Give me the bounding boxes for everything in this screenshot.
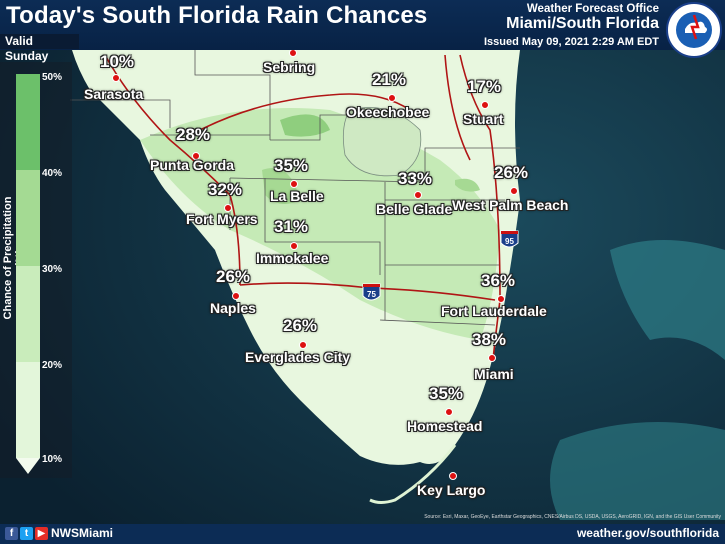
florida-keys [369,444,457,504]
city-marker [290,180,298,188]
city-name: Sebring [263,59,316,75]
page-title: Today's South Florida Rain Chances [6,2,428,29]
city-marker [497,295,505,303]
rain-zone-40 [280,114,330,137]
city-marker [414,191,422,199]
city-name: West Palm Beach [452,197,569,213]
highways [104,54,501,361]
city-marker [289,49,297,57]
legend-band-40 [16,170,40,266]
rain-chance: 17% [467,77,502,96]
rain-chance: 26% [216,267,251,286]
city-name: Everglades City [245,349,351,365]
rain-chance: 26% [283,316,318,335]
legend-tick-40: 40% [42,168,63,179]
website-link[interactable]: weather.gov/southflorida [576,526,719,540]
twitter-icon[interactable]: t [20,527,33,540]
rain-chance: 21% [372,70,407,89]
youtube-icon[interactable]: ▶ [35,527,48,540]
footer: f t ▶ NWSMiami weather.gov/southflorida [0,524,725,544]
rain-chance: 28% [176,125,211,144]
rain-chance: 38% [472,330,507,349]
rain-chance: 31% [274,217,309,236]
city-name: Fort Myers [186,211,258,227]
i75-label: 75 [367,290,376,299]
city-marker [510,187,518,195]
legend-band-30 [16,266,40,362]
rain-chance: 36% [481,271,516,290]
city-name: Key Largo [417,482,486,498]
legend-arrow [16,458,40,474]
social-handle[interactable]: NWSMiami [51,526,114,540]
legend-tick-20: 20% [42,360,63,371]
map-credits: Source: Esri, Maxar, GeoEye, Earthstar G… [424,514,721,520]
rain-chance: 32% [208,180,243,199]
city-marker [192,152,200,160]
rain-zone-40c [455,178,480,192]
facebook-icon[interactable]: f [5,527,18,540]
i75-shield [362,283,381,301]
city-name: Stuart [463,111,504,127]
city-name: Okeechobee [346,104,430,120]
social-icons: f t ▶ [5,527,48,540]
rain-chance: 35% [274,156,309,175]
legend-tick-10: 10% [42,454,63,465]
i95-shield [500,230,519,248]
legend-tick-50: 50% [42,72,63,83]
valid-day-badge: Valid Sunday [0,34,79,63]
header: Today's South Florida Rain Chances Valid… [0,0,725,63]
city-marker [232,292,240,300]
office-name: Miami/South Florida [506,15,659,32]
city-marker [488,354,496,362]
city-marker [112,74,120,82]
city-marker [290,242,298,250]
nws-logo-icon[interactable] [665,1,723,59]
city-marker [224,204,232,212]
legend-tick-30: 30% [42,264,63,275]
legend-band-50 [16,74,40,170]
city-name: Homestead [407,418,483,434]
city-name: Naples [210,300,256,316]
legend: Chance of Precipitation (%) 50% 40% 30% … [0,62,72,478]
issued-timestamp: Issued May 09, 2021 2:29 AM EDT [483,36,659,48]
rain-zone-40b [262,168,300,204]
bahamas-south [550,422,725,520]
city-name: Miami [474,366,514,382]
city-marker [449,472,457,480]
i95-label: 95 [505,237,514,246]
city-marker [481,101,489,109]
city-name: Immokalee [256,250,329,266]
lake-okeechobee [342,107,422,177]
office-label: Weather Forecast Office [526,3,659,15]
city-marker [299,341,307,349]
city-name: Belle Glade [376,201,453,217]
city-name: La Belle [270,188,324,204]
legend-band-20 [16,362,40,458]
city-name: Fort Lauderdale [441,303,547,319]
city-name: Punta Gorda [150,157,235,173]
city-marker [445,408,453,416]
city-marker [388,94,396,102]
bahamas-banks [610,240,725,360]
rain-chance: 33% [398,169,433,188]
legend-color-bar [16,74,40,474]
rain-chance: 10% [100,52,135,71]
rain-chance: 26% [494,163,529,182]
rain-chance: 35% [429,384,464,403]
city-name: Sarasota [84,86,144,102]
